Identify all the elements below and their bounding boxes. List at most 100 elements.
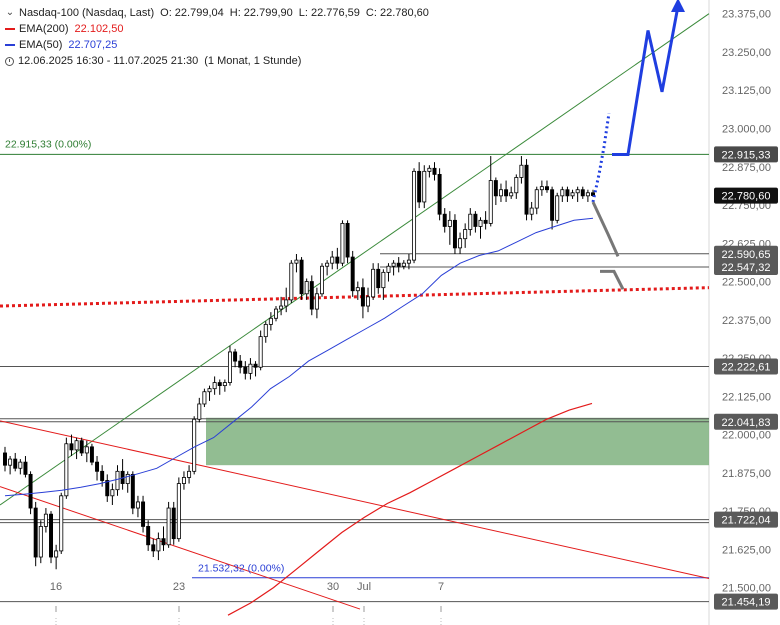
candle-body <box>570 192 575 197</box>
level-tag: 22.915,33 <box>722 149 771 161</box>
level-tag: 21.722,04 <box>722 515 771 527</box>
last-price-tag-bg <box>714 187 778 204</box>
level-tag: 22.222,61 <box>722 361 771 373</box>
candle-body <box>550 189 555 221</box>
level-tag: 22.041,83 <box>722 417 771 429</box>
candle-body <box>89 446 94 463</box>
candle-body <box>314 293 319 310</box>
candle-body <box>166 507 171 546</box>
level-tag: 22.590,65 <box>722 249 771 261</box>
y-tick-label: 21.500,00 <box>722 583 771 595</box>
candle-body <box>227 351 232 383</box>
candle-body <box>468 213 473 230</box>
candle-body <box>197 403 202 420</box>
ema50-line <box>4 217 594 497</box>
candle-body <box>412 170 417 261</box>
ema200-value: 22.102,50 <box>74 23 124 35</box>
ema200-swatch <box>5 28 15 30</box>
candle-body <box>192 418 197 472</box>
candle-body <box>258 336 263 368</box>
candle-body <box>243 366 248 374</box>
candle-body <box>417 170 422 203</box>
candle-body <box>13 458 18 469</box>
bull-scenario-dotted <box>591 112 611 203</box>
legend-ema50-row[interactable]: EMA(50) 22.707,25 <box>5 37 429 53</box>
y-tick-label: 23.000,00 <box>722 123 771 135</box>
candle-body <box>488 180 493 224</box>
bull-scenario-arrow <box>671 0 685 13</box>
candle-body <box>135 501 140 509</box>
candle-body <box>8 458 13 466</box>
candle-body <box>575 189 580 194</box>
candle-body <box>105 480 110 497</box>
y-tick-label: 22.875,00 <box>722 162 771 174</box>
candle-body <box>176 483 181 540</box>
candle-body <box>529 207 534 215</box>
candle-body <box>514 177 519 194</box>
candle-body <box>110 489 115 497</box>
x-tick-label: Jul <box>357 581 371 593</box>
candle-body <box>401 262 406 267</box>
y-tick-label: 23.125,00 <box>722 85 771 97</box>
candle-body <box>350 256 355 292</box>
candle-body <box>69 443 74 451</box>
y-tick-label: 22.375,00 <box>722 315 771 327</box>
candle-body <box>294 259 299 264</box>
candle-body <box>381 271 386 289</box>
candle-body <box>43 513 48 527</box>
candle-body <box>478 219 483 227</box>
y-tick-label: 22.500,00 <box>722 277 771 289</box>
candle-body <box>355 287 360 292</box>
chevron-down-icon[interactable]: ⌄ <box>5 7 15 18</box>
last-price-tag: 22.780,60 <box>722 191 771 203</box>
candle-body <box>84 446 89 454</box>
candle-body <box>330 256 335 264</box>
candle-body <box>38 526 43 558</box>
legend-ema200-row[interactable]: EMA(200) 22.102,50 <box>5 21 429 37</box>
candle-body <box>534 189 539 209</box>
candle-body <box>427 167 432 172</box>
chart-legend: ⌄ Nasdaq-100 (Nasdaq, Last) O: 22.799,04… <box>5 5 429 69</box>
candle-body <box>217 382 222 387</box>
candle-body <box>253 363 258 368</box>
candle-body <box>391 262 396 267</box>
candle-body <box>181 477 186 484</box>
level-tag-bg <box>714 358 778 375</box>
level-tag-bg <box>714 413 778 430</box>
ohlc-low: L: 22.776,59 <box>298 7 360 19</box>
candle-body <box>360 287 365 307</box>
candle-body <box>212 382 217 390</box>
candle-body <box>141 501 146 527</box>
candle-body <box>483 219 488 224</box>
candle-body <box>95 461 100 472</box>
channel-upper-line <box>0 420 710 579</box>
x-tick-label: 30 <box>327 581 339 593</box>
level-tag-bg <box>714 245 778 262</box>
y-tick-label: 22.000,00 <box>722 430 771 442</box>
level-tag-bg <box>714 146 778 163</box>
candle-body <box>284 299 289 307</box>
candle-body <box>509 192 514 197</box>
candle-body <box>442 213 447 227</box>
candle-body <box>274 308 278 319</box>
x-tick-label: 23 <box>173 581 185 593</box>
level-tag-bg <box>714 259 778 276</box>
y-tick-label: 23.375,00 <box>722 9 771 21</box>
candle-body <box>130 473 135 509</box>
candle-body <box>3 452 7 466</box>
candle-body <box>366 296 371 307</box>
candle-body <box>498 189 503 197</box>
level-tag-bg <box>714 593 778 610</box>
candle-body <box>422 170 427 203</box>
ema50-swatch <box>5 44 15 46</box>
candle-body <box>18 461 23 469</box>
bear-scenario-path <box>591 201 620 258</box>
candle-body <box>207 388 212 393</box>
candle-body <box>28 473 33 509</box>
y-tick-label: 23.250,00 <box>722 47 771 59</box>
candle-body <box>458 238 463 249</box>
candle-body <box>463 229 468 240</box>
candle-body <box>233 351 238 362</box>
candle-body <box>406 259 411 264</box>
